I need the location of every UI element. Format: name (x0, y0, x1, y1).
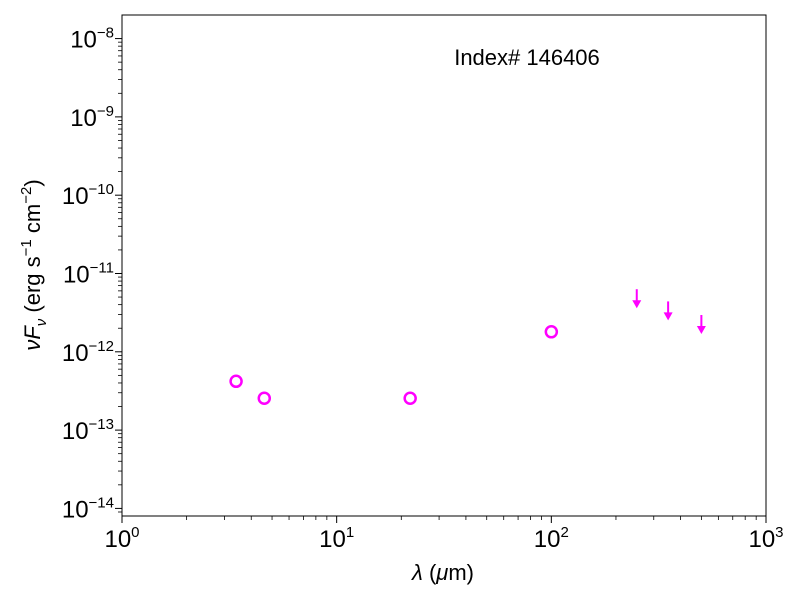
x-axis-label: λ (μm) (411, 560, 474, 585)
y-tick-label: 10−10 (62, 181, 114, 210)
y-axis-exp1: −1 (18, 239, 35, 256)
y-tick-label: 10−13 (62, 416, 114, 445)
upper-limit-arrowhead (696, 326, 706, 335)
x-tick-label: 102 (534, 524, 569, 553)
upper-limit-marker (696, 315, 706, 335)
data-markers (229, 289, 706, 406)
chart-annotation: Index# 146406 (454, 45, 600, 70)
upper-limit-arrowhead (632, 300, 642, 309)
y-axis-close: ) (20, 179, 45, 186)
detection-point (257, 391, 272, 406)
y-axis-mid: cm (20, 204, 45, 239)
x-tick-label: 100 (104, 524, 139, 553)
y-axis-sub: ν (33, 318, 50, 326)
y-tick-label: 10−11 (63, 259, 114, 288)
detection-point (544, 325, 559, 339)
y-axis-nu: ν (20, 340, 45, 351)
x-tick-labels: 100 101 102 103 (104, 524, 783, 553)
x-axis-label-open: ( (423, 560, 437, 585)
plot-area (121, 14, 767, 517)
y-tick-label: 10−14 (62, 494, 114, 523)
x-axis-mu: μ (435, 560, 448, 585)
x-tick-label: 101 (319, 524, 354, 553)
x-axis-symbol: λ (411, 560, 423, 585)
detection-point (403, 391, 417, 406)
x-tick-label: 103 (748, 524, 783, 553)
y-tick-label: 10−12 (62, 338, 114, 367)
x-axis-unit: m) (448, 560, 474, 585)
y-tick-label: 10−8 (70, 25, 114, 54)
minor-ticks (118, 41, 757, 520)
upper-limit-marker (632, 289, 642, 309)
y-tick-labels: 10−14 10−13 10−12 10−11 10−10 10−9 10−8 (62, 25, 114, 524)
upper-limit-marker (663, 301, 673, 321)
y-tick-label: 10−9 (70, 103, 114, 132)
y-axis-open: (erg s (20, 256, 45, 318)
y-axis-label: νFν (erg s−1 cm−2) (18, 179, 50, 350)
y-axis-F: F (20, 325, 45, 340)
y-axis-exp2: −2 (18, 187, 35, 204)
upper-limit-arrowhead (663, 312, 673, 321)
major-ticks (115, 38, 767, 523)
detection-point (229, 374, 243, 389)
